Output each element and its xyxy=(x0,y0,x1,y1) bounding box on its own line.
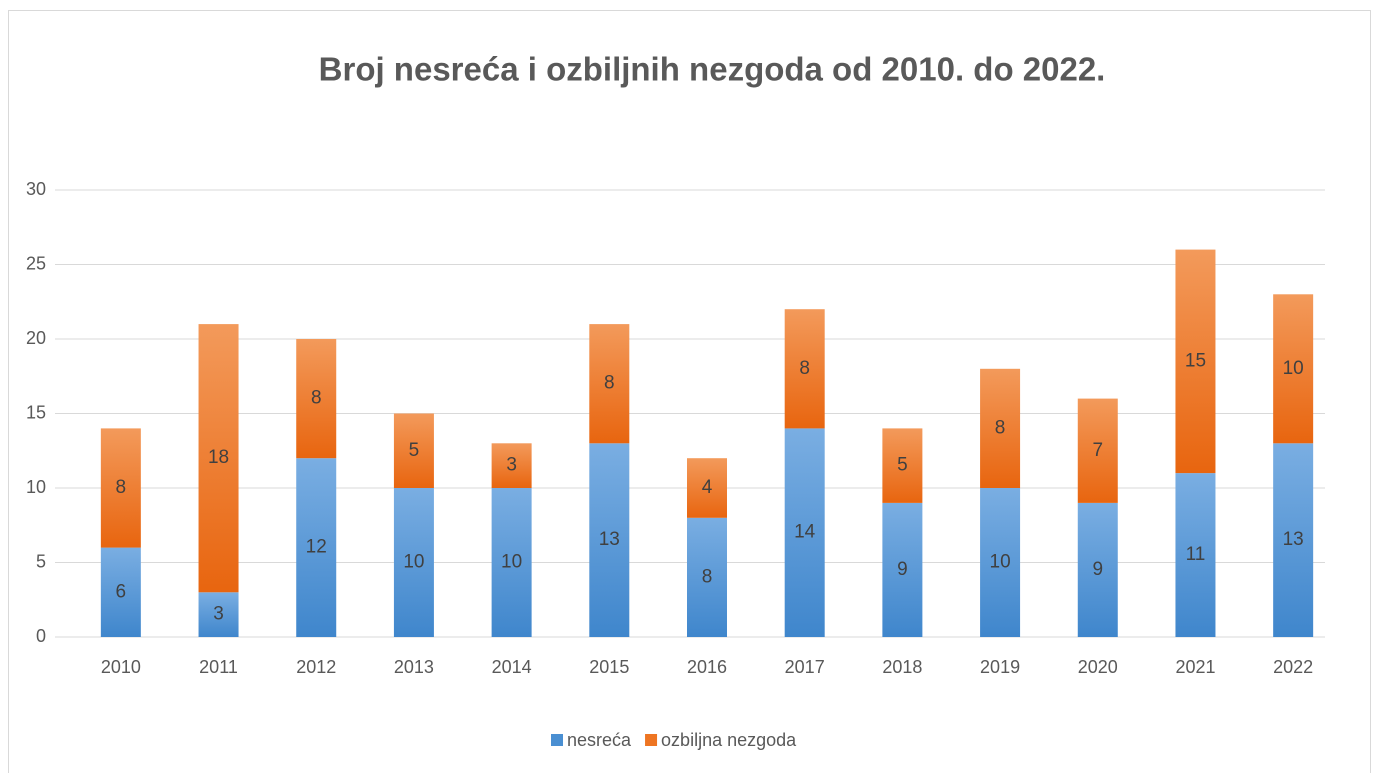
legend-swatch xyxy=(551,734,563,746)
x-tick-label: 2016 xyxy=(687,657,727,677)
data-label: 18 xyxy=(208,447,229,468)
bar-segment xyxy=(100,547,141,637)
data-label: 8 xyxy=(604,373,615,394)
y-tick-label: 5 xyxy=(36,551,46,571)
data-label: 6 xyxy=(116,581,127,602)
data-label: 14 xyxy=(794,522,816,543)
bar-segment xyxy=(980,488,1021,637)
data-label: 10 xyxy=(403,552,424,573)
legend-label: nesreća xyxy=(567,730,632,750)
bar-segment xyxy=(784,309,825,429)
data-label: 10 xyxy=(501,552,522,573)
data-label: 8 xyxy=(799,358,810,379)
bar-segment xyxy=(882,502,923,637)
data-label: 10 xyxy=(990,552,1011,573)
x-tick-label: 2012 xyxy=(296,657,336,677)
data-label: 3 xyxy=(506,455,517,476)
x-tick-label: 2020 xyxy=(1078,657,1118,677)
data-label: 13 xyxy=(1283,529,1304,550)
bar-segment xyxy=(882,428,923,503)
bar-segment xyxy=(100,428,141,548)
data-label: 8 xyxy=(116,477,127,498)
legend-swatch xyxy=(645,734,658,746)
x-tick-label: 2019 xyxy=(980,657,1020,677)
bar-segment xyxy=(393,488,434,637)
x-tick-label: 2011 xyxy=(199,657,238,677)
data-label: 8 xyxy=(311,388,322,409)
data-label: 5 xyxy=(897,455,908,476)
x-tick-label: 2014 xyxy=(492,657,532,677)
x-tick-label: 2017 xyxy=(785,657,825,677)
bar-segment xyxy=(1273,443,1314,637)
bar-segment xyxy=(687,517,727,637)
bar-segment xyxy=(1077,502,1118,637)
bar-segment xyxy=(1175,473,1216,637)
y-tick-label: 20 xyxy=(26,328,46,348)
data-label: 9 xyxy=(897,559,908,580)
x-tick-label: 2010 xyxy=(101,657,141,677)
data-label: 5 xyxy=(409,440,420,461)
data-label: 3 xyxy=(213,604,224,625)
y-tick-label: 15 xyxy=(26,402,46,422)
x-tick-label: 2015 xyxy=(589,657,629,677)
bar-segment xyxy=(1273,294,1314,444)
bar-segment xyxy=(198,592,239,637)
y-tick-label: 25 xyxy=(26,253,46,273)
x-tick-label: 2013 xyxy=(394,657,434,677)
bar-segment xyxy=(296,339,337,459)
data-label: 10 xyxy=(1283,358,1304,379)
legend-label: ozbiljna nezgoda xyxy=(661,730,797,750)
data-label: 13 xyxy=(599,529,620,550)
y-tick-label: 0 xyxy=(36,626,46,646)
x-tick-label: 2021 xyxy=(1175,657,1215,677)
bar-segment xyxy=(198,324,239,593)
bar-segment xyxy=(296,458,337,637)
bar-segment xyxy=(491,443,532,488)
bar-segment xyxy=(393,413,434,488)
bar-segment xyxy=(1175,249,1216,474)
x-tick-label: 2018 xyxy=(882,657,922,677)
data-label: 8 xyxy=(702,566,713,587)
bar-segment xyxy=(589,443,630,637)
data-label: 9 xyxy=(1092,559,1103,580)
bar-segment xyxy=(1077,398,1118,503)
bar-segment xyxy=(491,488,532,637)
bar-segment xyxy=(589,324,630,444)
data-label: 15 xyxy=(1185,350,1206,371)
data-label: 8 xyxy=(995,417,1006,438)
data-label: 7 xyxy=(1092,440,1103,461)
chart-title: Broj nesreća i ozbiljnih nezgoda od 2010… xyxy=(319,51,1106,88)
y-tick-label: 10 xyxy=(26,477,46,497)
bar-segment xyxy=(980,368,1021,488)
bar-segment xyxy=(687,458,727,518)
y-tick-label: 30 xyxy=(26,179,46,199)
data-label: 4 xyxy=(702,477,713,498)
data-label: 11 xyxy=(1186,544,1206,565)
data-label: 12 xyxy=(306,537,327,558)
bar-segment xyxy=(784,428,825,637)
x-tick-label: 2022 xyxy=(1273,657,1313,677)
